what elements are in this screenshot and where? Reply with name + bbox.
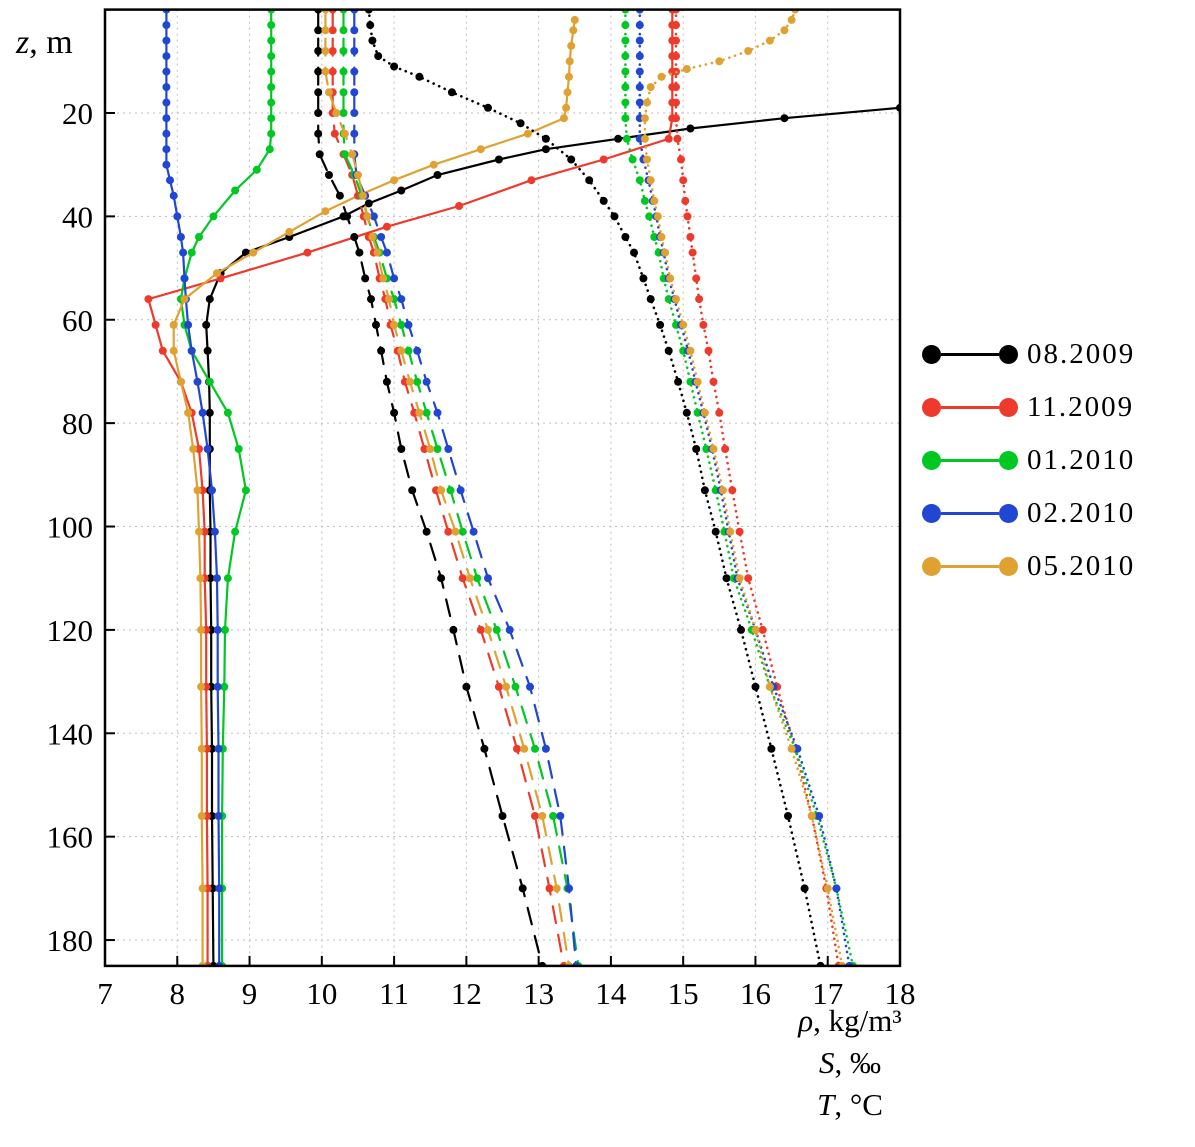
y-tick-labels: 20 40 60 80 100 120 140 160 180 — [47, 96, 94, 958]
series-S-05.2010 — [321, 9, 573, 966]
legend-marker-icon — [922, 557, 941, 576]
legend-item-05.2010: 05.2010 — [922, 540, 1135, 593]
svg-text:160: 160 — [47, 820, 94, 855]
y-axis-label: z, m — [16, 24, 73, 62]
y-axis-label-unit: , m — [29, 24, 73, 61]
legend: 08.2009 11.2009 01.2010 02.2010 05.2010 — [922, 328, 1135, 593]
svg-text:20: 20 — [62, 96, 93, 131]
svg-text:17: 17 — [812, 976, 843, 1011]
svg-text:15: 15 — [668, 976, 699, 1011]
svg-text:140: 140 — [47, 716, 94, 751]
temperature-units: , °C — [834, 1087, 883, 1122]
legend-line-sample — [941, 512, 999, 515]
series-T-08.2009 — [202, 103, 900, 966]
svg-text:40: 40 — [62, 199, 93, 234]
legend-marker-icon — [999, 398, 1018, 417]
svg-text:100: 100 — [47, 510, 94, 545]
salinity-units: , ‰ — [834, 1045, 882, 1080]
temperature-symbol: T — [817, 1087, 835, 1122]
series-rho-11.2009 — [672, 9, 843, 966]
legend-label: 02.2010 — [1027, 497, 1136, 529]
svg-text:11: 11 — [379, 976, 409, 1011]
legend-item-08.2009: 08.2009 — [922, 328, 1135, 381]
y-axis-label-variable: z — [16, 24, 30, 61]
svg-text:7: 7 — [97, 976, 113, 1011]
series-rho-08.2009 — [364, 9, 825, 966]
legend-marker-icon — [922, 398, 941, 417]
legend-label: 05.2010 — [1027, 550, 1136, 582]
legend-marker-icon — [922, 345, 941, 364]
series-S-08.2009 — [314, 9, 547, 966]
salinity-symbol: S — [819, 1045, 835, 1080]
svg-text:80: 80 — [62, 406, 93, 441]
legend-marker-icon — [999, 345, 1018, 364]
legend-line-sample — [941, 406, 999, 409]
legend-marker-icon — [999, 504, 1018, 523]
legend-label: 11.2009 — [1027, 391, 1135, 423]
axis-ticks — [104, 111, 901, 966]
legend-label: 08.2009 — [1027, 338, 1136, 370]
legend-marker-icon — [922, 451, 941, 470]
legend-label: 01.2010 — [1027, 444, 1136, 476]
series-T-01.2010 — [176, 9, 276, 966]
svg-text:8: 8 — [170, 976, 186, 1011]
legend-marker-icon — [999, 451, 1018, 470]
series-T-02.2010 — [162, 9, 224, 966]
x-axis-label-density: ρ, kg/m³ — [755, 1000, 945, 1042]
legend-marker-icon — [999, 557, 1018, 576]
x-axis-label-temperature: T, °C — [755, 1084, 945, 1126]
plot-border — [103, 8, 902, 968]
series-rho-05.2010 — [640, 9, 847, 966]
svg-text:9: 9 — [242, 976, 258, 1011]
svg-text:180: 180 — [47, 923, 94, 958]
legend-item-01.2010: 01.2010 — [922, 434, 1135, 487]
x-tick-labels: 7 8 9 10 11 12 13 14 15 16 17 18 — [97, 976, 915, 1011]
legend-line-sample — [941, 565, 999, 568]
svg-text:16: 16 — [740, 976, 771, 1011]
series-rho-02.2010 — [635, 9, 854, 966]
svg-text:60: 60 — [62, 303, 93, 338]
x-axis-unit-labels: ρ, kg/m³ S, ‰ T, °C — [755, 1000, 945, 1126]
svg-text:14: 14 — [595, 976, 627, 1011]
legend-marker-icon — [922, 504, 941, 523]
legend-item-11.2009: 11.2009 — [922, 381, 1135, 434]
grid-lines — [105, 9, 900, 966]
svg-text:13: 13 — [523, 976, 554, 1011]
svg-text:10: 10 — [306, 976, 337, 1011]
series-S-02.2010 — [350, 9, 581, 966]
legend-line-sample — [941, 353, 999, 356]
svg-text:120: 120 — [47, 613, 94, 648]
svg-text:18: 18 — [885, 976, 916, 1011]
x-axis-label-salinity: S, ‰ — [755, 1042, 945, 1084]
series-T-05.2010 — [169, 15, 579, 966]
density-units: , kg/m³ — [813, 1003, 902, 1038]
legend-line-sample — [941, 459, 999, 462]
series-group — [144, 9, 900, 966]
svg-text:12: 12 — [451, 976, 482, 1011]
density-symbol: ρ — [798, 1003, 814, 1038]
legend-item-02.2010: 02.2010 — [922, 487, 1135, 540]
